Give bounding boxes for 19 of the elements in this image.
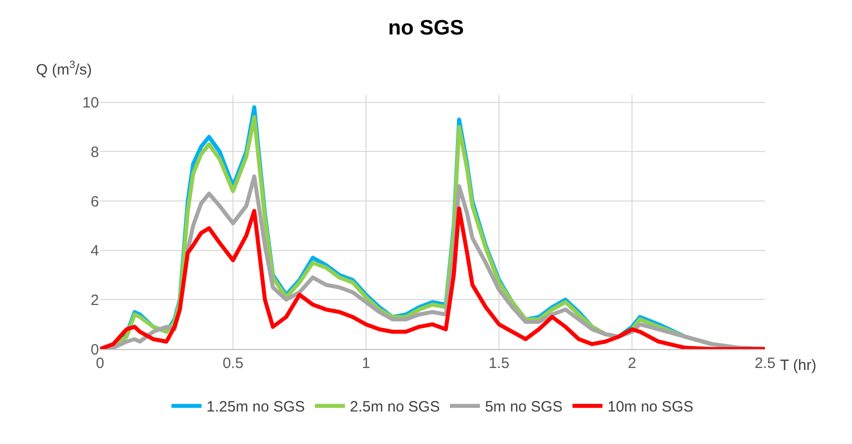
chart-title: no SGS [388, 16, 464, 40]
x-tick-label: 1.5 [488, 355, 510, 372]
x-tick-label: 1 [362, 355, 370, 372]
legend-label: 1.25m no SGS [206, 398, 305, 416]
x-tick-label: 2.5 [754, 355, 776, 372]
y-tick-label: 8 [90, 144, 99, 161]
y-tick-label: 6 [90, 193, 99, 210]
legend-label: 5m no SGS [484, 398, 562, 416]
y-tick-label: 4 [90, 242, 99, 260]
y-tick-label: 10 [82, 94, 99, 112]
legend-label: 10m no SGS [607, 398, 694, 416]
x-tick-label: 0.5 [222, 355, 244, 372]
y-tick-label: 2 [90, 292, 99, 309]
x-tick-label: 2 [628, 355, 636, 372]
line-series [100, 206, 765, 349]
y-tick-label: 0 [90, 341, 99, 358]
legend-label: 2.5m no SGS [350, 398, 440, 416]
y-axis-title: Q (m$^{3}$/s) [36, 59, 92, 78]
x-axis-title: T (hr) [780, 357, 816, 374]
